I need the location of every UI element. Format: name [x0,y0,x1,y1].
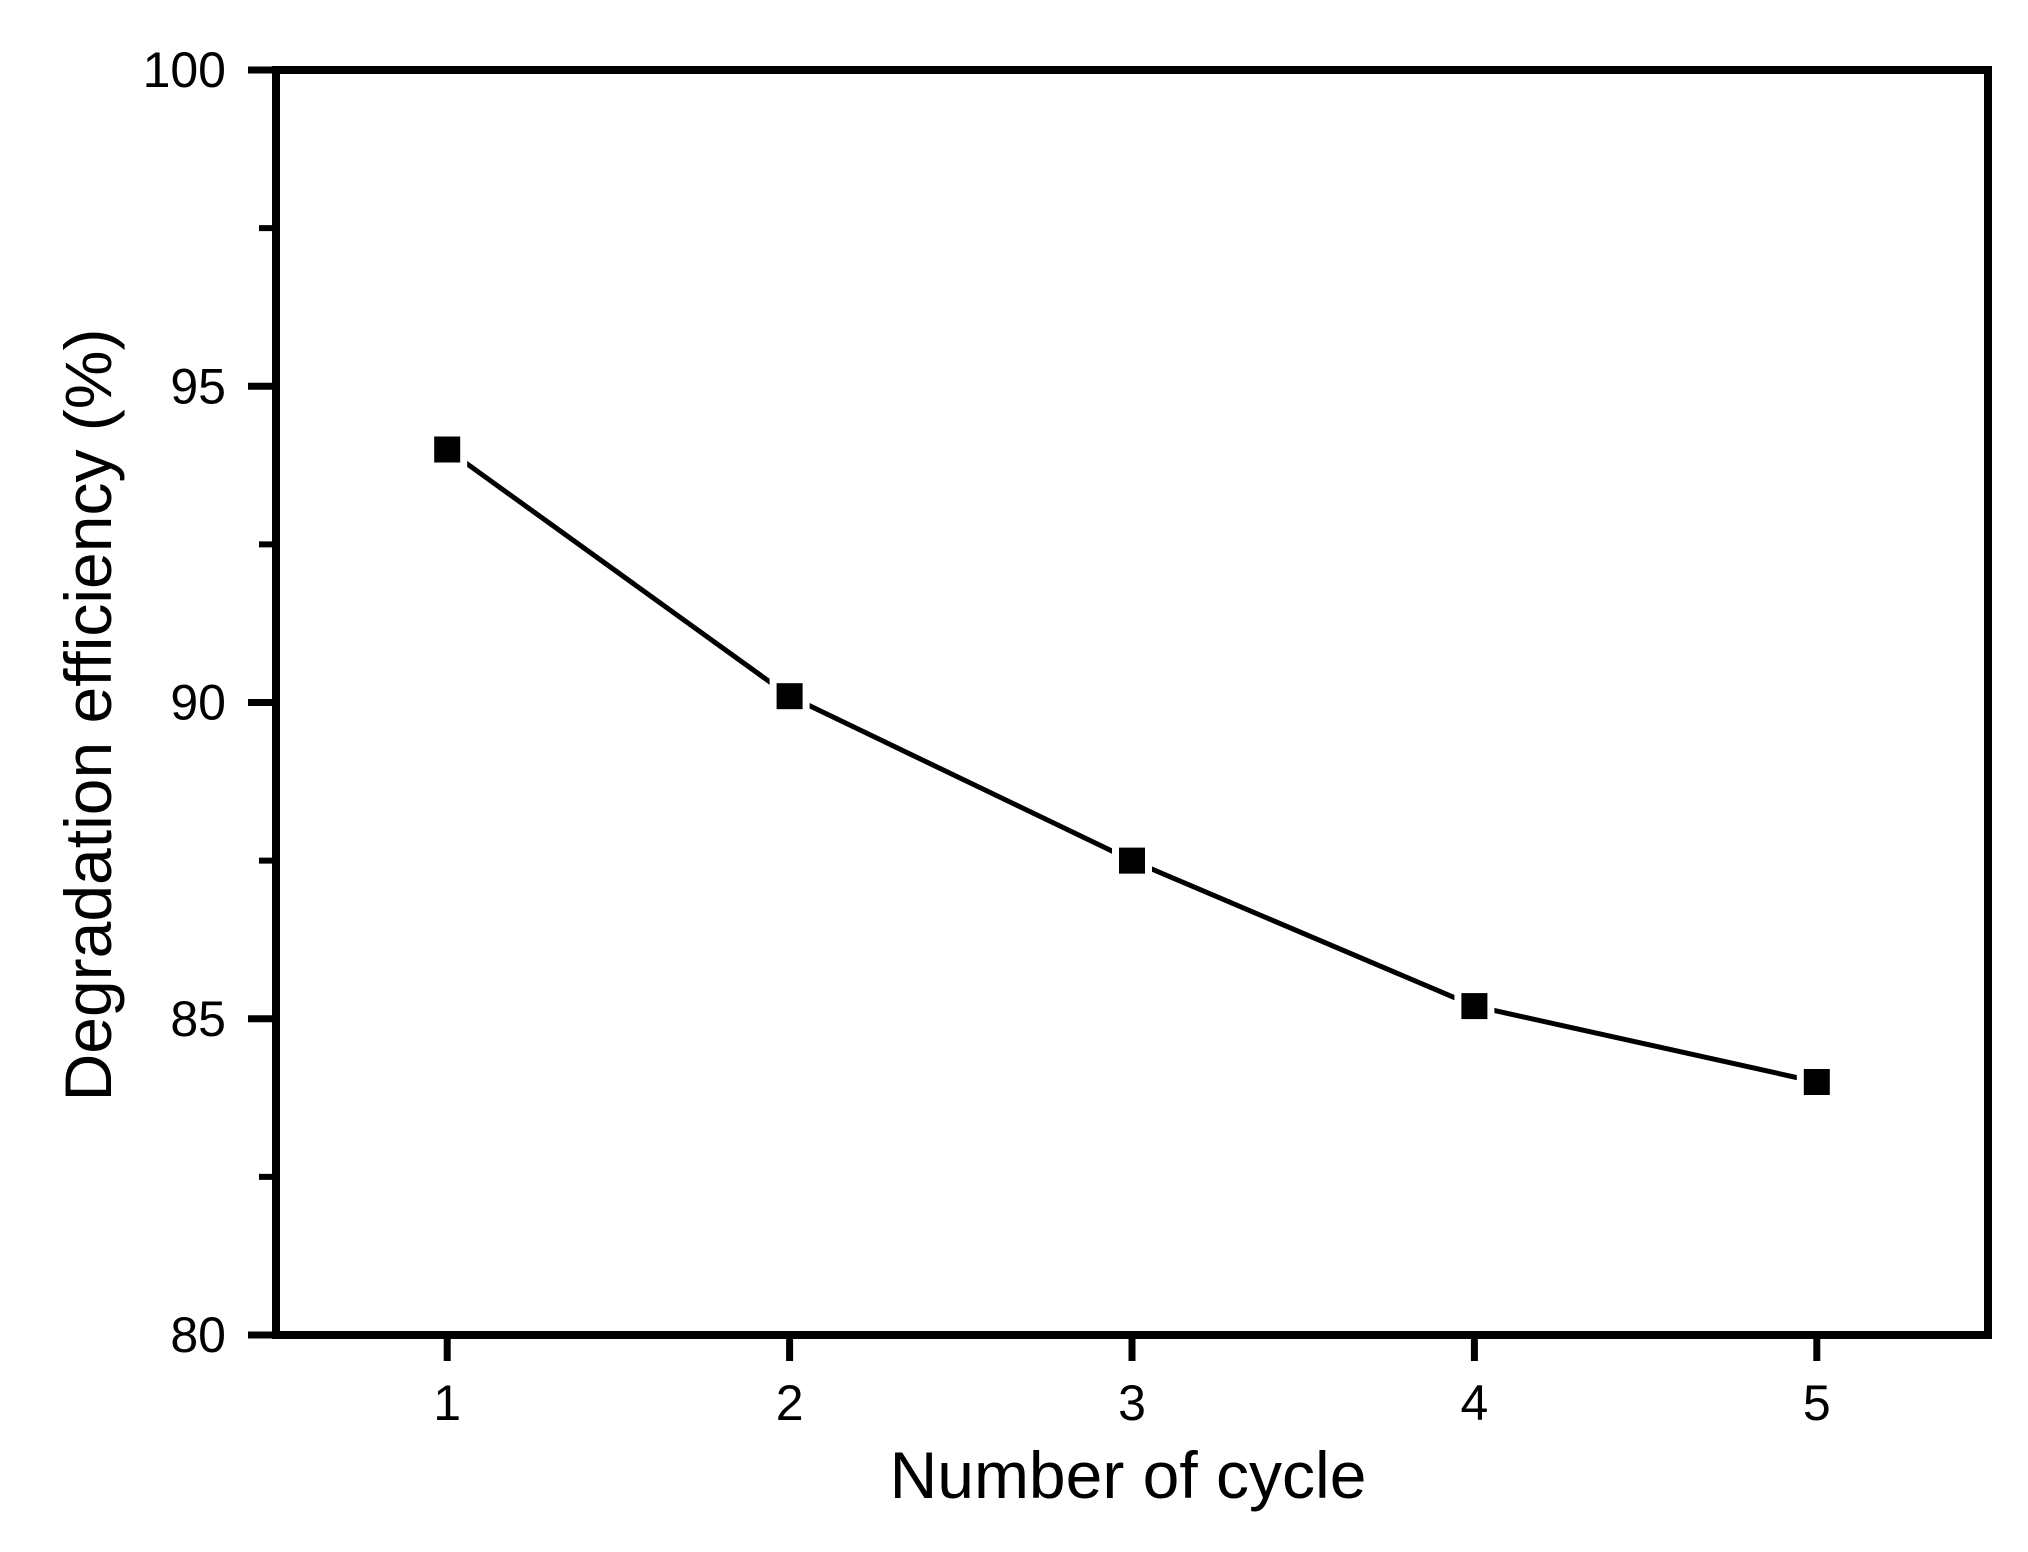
y-tick-label: 85 [170,991,226,1047]
tick-labels: 80 85 90 95 100 1 2 3 4 5 [143,42,1831,1431]
y-axis-title: Degradation efficiency (%) [51,329,125,1102]
data-point-marker [1112,840,1152,881]
x-tick-label: 2 [776,1375,804,1431]
y-tick-label: 90 [170,675,226,731]
y-tick-label: 100 [143,42,226,98]
x-tick-label: 1 [433,1375,461,1431]
x-tick-label: 3 [1118,1375,1146,1431]
data-series [427,429,1837,1102]
data-point-marker [427,429,468,470]
data-point-marker [1796,1062,1837,1102]
x-tick-label: 4 [1460,1375,1488,1431]
series-line [445,447,1818,1085]
y-tick-label: 95 [170,358,226,414]
x-axis-title: Number of cycle [890,1438,1367,1512]
y-tick-label: 80 [170,1307,226,1363]
data-point-marker [769,676,810,717]
axes-frame [272,66,1992,1339]
plot-frame [272,66,1992,1339]
data-point-marker [1454,986,1495,1027]
axis-ticks [248,66,1821,1361]
x-tick-label: 5 [1803,1375,1831,1431]
